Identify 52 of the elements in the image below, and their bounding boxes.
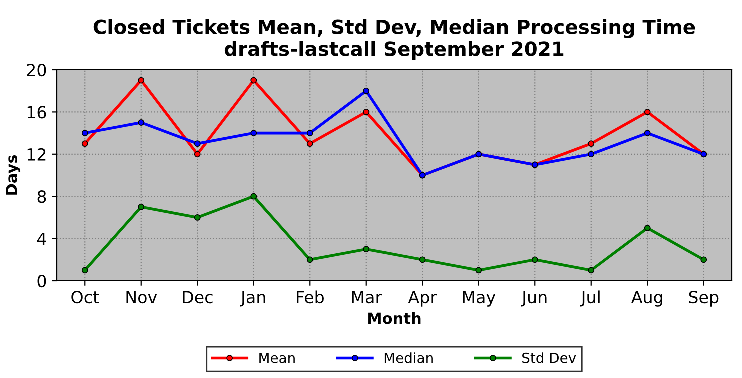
- point: [138, 77, 145, 84]
- point: [194, 214, 201, 221]
- x-tick-label: Feb: [297, 290, 324, 304]
- x-tick-label: Jan: [240, 291, 266, 307]
- point: [194, 140, 201, 148]
- y-tick-label: 0: [38, 274, 46, 288]
- point: [588, 151, 595, 158]
- point: [82, 267, 88, 274]
- point: [250, 77, 258, 84]
- legend-label: Std Dev: [522, 352, 576, 364]
- point: [588, 267, 595, 274]
- y-tick-label: 16: [28, 106, 46, 119]
- x-axis-title: Month: [368, 312, 421, 324]
- point: [194, 151, 201, 158]
- x-tick-label: Oct: [72, 291, 100, 304]
- y-tick-label: 20: [27, 64, 46, 77]
- chart-title: Closed Tickets Mean, Std Dev, Median Processing Time drafts-lastcall September 2021: [94, 19, 696, 60]
- x-tick-label: Apr: [408, 291, 438, 307]
- point: [306, 256, 314, 264]
- x-tick-label: Sep: [689, 291, 719, 307]
- point: [138, 120, 145, 126]
- point: [250, 130, 258, 136]
- point: [644, 109, 651, 116]
- point: [363, 88, 370, 94]
- y-tick-label: 8: [38, 190, 46, 204]
- x-tick-label: Nov: [126, 291, 158, 304]
- point: [306, 130, 314, 136]
- x-tick-label: Jun: [521, 291, 547, 307]
- point: [82, 140, 88, 148]
- point: [588, 140, 595, 148]
- point: [250, 193, 258, 200]
- point: [532, 256, 538, 264]
- x-tick-label: Dec: [183, 291, 213, 304]
- point: [419, 256, 426, 264]
- point: [363, 109, 370, 116]
- point: [82, 130, 88, 136]
- x-tick-label: May: [463, 291, 496, 307]
- y-axis-title: Days: [6, 155, 21, 195]
- x-tick-label: Aug: [631, 291, 662, 307]
- point: [363, 246, 370, 253]
- x-tick-label: Mar: [352, 291, 382, 304]
- point: [306, 140, 314, 148]
- y-tick-label: 12: [28, 148, 46, 161]
- legend-label: Median: [384, 352, 433, 364]
- point: [644, 225, 651, 232]
- y-tick-label: 4: [37, 232, 46, 246]
- point: [476, 267, 482, 274]
- point: [644, 130, 651, 136]
- point: [700, 256, 708, 264]
- legend-label: Mean: [260, 353, 295, 364]
- x-tick-label: Jul: [580, 290, 600, 307]
- point: [138, 204, 145, 210]
